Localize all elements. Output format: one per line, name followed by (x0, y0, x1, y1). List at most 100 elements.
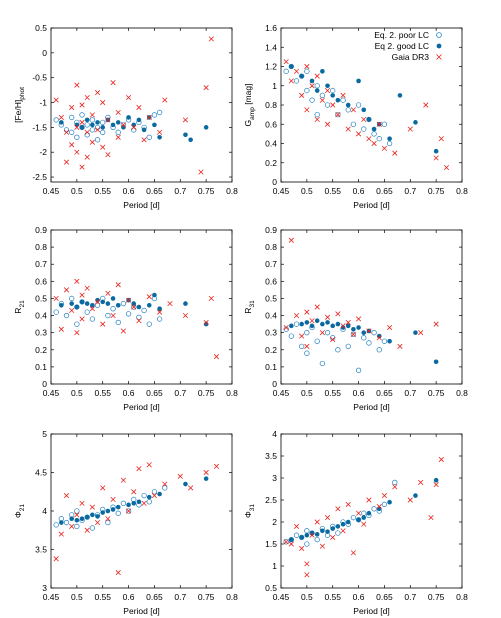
data-point-cross (198, 169, 204, 175)
data-point-open (288, 333, 294, 339)
cross-stroke (203, 319, 209, 325)
cross-stroke (345, 501, 351, 507)
data-point-cross (397, 343, 403, 349)
data-point-open (69, 129, 75, 135)
data-point-cross (94, 127, 101, 133)
cross-stroke (198, 169, 204, 175)
data-point-filled (152, 292, 157, 298)
data-point-open (89, 117, 96, 123)
data-point-filled (105, 301, 111, 306)
cross-stroke (94, 299, 101, 305)
cross-stroke (94, 519, 101, 526)
data-point-cross (100, 321, 106, 327)
data-point-filled (100, 299, 106, 305)
data-point-filled (314, 532, 320, 537)
y-tick-label: 0.9 (265, 225, 277, 235)
data-point-filled (59, 520, 64, 525)
data-point-cross (366, 328, 372, 334)
data-point-open (361, 126, 367, 132)
x-axis-label: Period [d] (123, 200, 159, 210)
data-point-open (283, 326, 289, 332)
data-point-filled (387, 136, 392, 141)
cross-stroke (330, 102, 336, 108)
series-gaia-dr3 (283, 456, 444, 578)
x-tick-label: 0.6 (123, 388, 135, 398)
data-point-filled (371, 126, 377, 132)
data-point-filled (366, 117, 372, 122)
cross-stroke (63, 129, 70, 135)
data-point-cross (304, 343, 310, 349)
data-point-open (89, 525, 96, 531)
data-point-cross (299, 545, 305, 551)
y-tick-label: 3.5 (265, 451, 277, 461)
x-tick-label: 0.75 (198, 592, 215, 602)
cross-stroke (115, 570, 121, 576)
data-point-cross (392, 150, 398, 156)
data-point-filled (433, 477, 439, 483)
data-point-filled (69, 301, 74, 306)
cross-stroke (131, 489, 137, 495)
cross-stroke (74, 82, 80, 88)
data-point-open (89, 127, 96, 133)
cross-stroke (335, 506, 341, 512)
data-point-open (335, 111, 341, 118)
cross-stroke (53, 556, 59, 562)
cross-stroke (84, 129, 90, 135)
cross-stroke (100, 99, 106, 106)
y-tick-label: 0.3 (265, 328, 277, 338)
cross-stroke (418, 479, 424, 485)
y-tick-label: 0.8 (265, 100, 277, 110)
y-tick-label: 0.8 (35, 242, 47, 252)
cross-stroke (335, 112, 341, 118)
cross-stroke (213, 463, 220, 469)
data-point-cross (120, 477, 126, 483)
data-point-filled (340, 521, 346, 527)
data-point-cross (69, 523, 75, 529)
y-tick-label: 0.4 (35, 311, 47, 321)
data-point-filled (74, 517, 80, 523)
cross-stroke (350, 331, 356, 337)
data-point-open (100, 119, 106, 126)
data-point-open (63, 312, 70, 319)
y-tick-label: 4.5 (35, 468, 47, 478)
chart-panel-top-left: 0.45 0.5 0.55 0.6 0.65 0.7 0.75 0.8 -2.5 -2 -1.5 -1… (13, 23, 238, 210)
data-point-cross (151, 493, 158, 499)
data-point-cross (100, 485, 106, 491)
cross-stroke (381, 493, 388, 499)
x-tick-label: 0.5 (301, 186, 313, 196)
data-point-open (105, 519, 111, 526)
series-gaia-dr3 (53, 36, 214, 175)
data-point-cross (79, 102, 85, 108)
data-point-filled (110, 296, 116, 301)
data-point-filled (131, 501, 137, 506)
cross-stroke (157, 309, 163, 315)
legend-marker-poor (436, 32, 442, 38)
data-point-cross (79, 316, 85, 322)
data-point-cross (79, 292, 85, 298)
x-tick-label: 0.7 (404, 388, 416, 398)
data-point-cross (355, 510, 362, 516)
x-tick-label: 0.7 (174, 388, 186, 398)
data-point-cross (361, 521, 367, 527)
cross-stroke (177, 473, 183, 479)
data-point-filled (325, 83, 330, 89)
cross-stroke (162, 481, 168, 487)
series-eq-2-good-lc (59, 476, 209, 525)
data-point-cross (381, 493, 388, 499)
x-tick-label: 0.5 (301, 388, 313, 398)
data-point-cross (324, 121, 331, 127)
x-tick-label: 0.45 (43, 388, 60, 398)
data-point-open (283, 539, 289, 545)
data-point-open (335, 347, 341, 353)
legend-label-poor: Eq. 2. poor LC (374, 30, 429, 40)
cross-stroke (84, 154, 90, 160)
data-point-cross (355, 131, 362, 137)
cross-stroke (355, 316, 362, 322)
data-point-cross (162, 97, 168, 103)
cross-stroke (131, 304, 137, 310)
data-point-cross (53, 97, 59, 103)
cross-stroke (366, 136, 372, 142)
data-point-cross (105, 516, 111, 522)
data-point-open (156, 109, 163, 116)
data-point-cross (407, 497, 413, 503)
